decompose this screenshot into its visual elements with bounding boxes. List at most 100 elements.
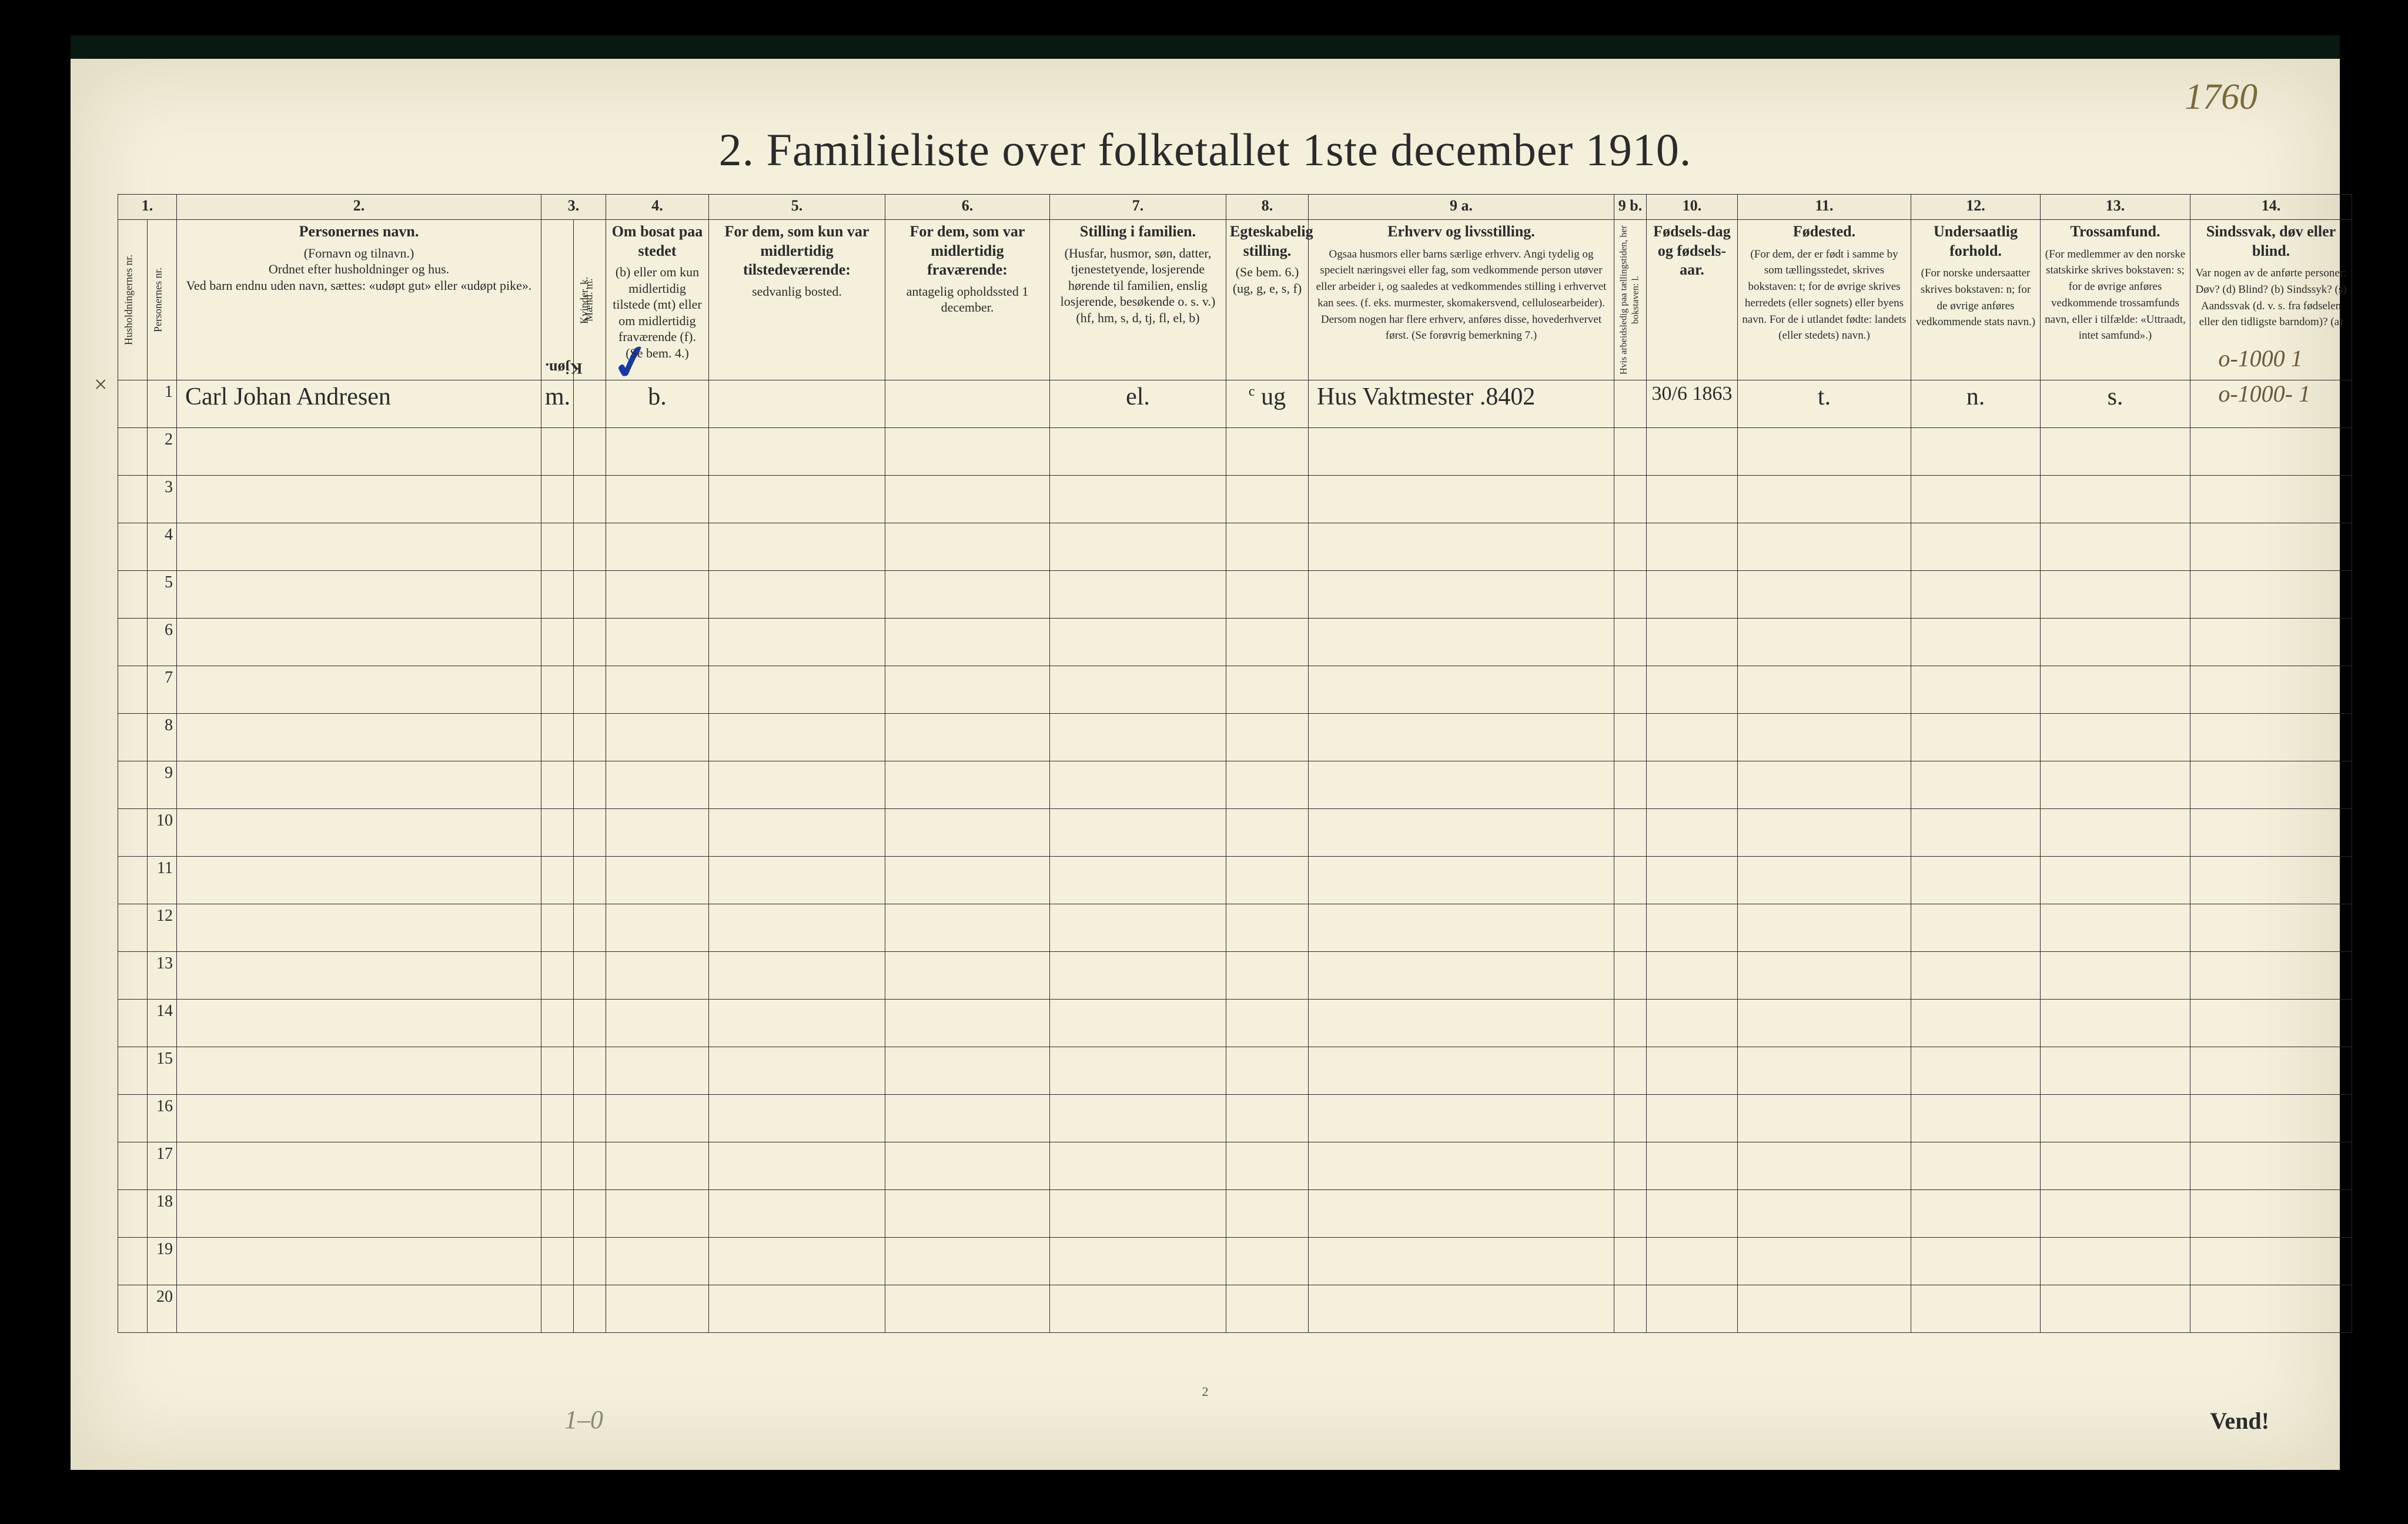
empty-cell (1050, 1047, 1226, 1095)
hdr-sex-k: Kvinder. k. (574, 220, 606, 380)
empty-cell (2041, 1047, 2190, 1095)
cell-c8: c ug (1226, 380, 1309, 428)
empty-cell (606, 571, 709, 619)
empty-cell (885, 523, 1050, 571)
empty-cell (606, 952, 709, 1000)
empty-cell (1614, 619, 1647, 666)
empty-cell (574, 1095, 606, 1142)
empty-cell (1226, 1047, 1309, 1095)
empty-cell (1309, 1142, 1614, 1190)
page-fold-mark: 2 (1202, 1384, 1209, 1399)
empty-cell (574, 619, 606, 666)
empty-cell: 9 (148, 761, 177, 809)
cell-sex-k (574, 380, 606, 428)
empty-cell (118, 904, 148, 952)
empty-cell (2190, 714, 2352, 761)
empty-cell (177, 1047, 541, 1095)
hdr-c12: Undersaatlig forhold. (For norske unders… (1911, 220, 2041, 380)
empty-cell (1614, 1047, 1647, 1095)
empty-cell (709, 1095, 885, 1142)
empty-cell (1738, 1285, 1911, 1333)
empty-cell (2041, 619, 2190, 666)
empty-cell (177, 1000, 541, 1047)
empty-cell (177, 619, 541, 666)
empty-cell (1050, 571, 1226, 619)
cell-c10: 30/6 1863 (1647, 380, 1738, 428)
empty-cell (1738, 761, 1911, 809)
empty-cell (1911, 1000, 2041, 1047)
empty-cell (885, 476, 1050, 523)
empty-cell (574, 1190, 606, 1238)
colnum-9b: 9 b. (1614, 195, 1647, 220)
colnum-1: 1. (118, 195, 177, 220)
empty-cell (709, 523, 885, 571)
empty-cell (1614, 523, 1647, 571)
empty-cell (574, 857, 606, 904)
empty-cell (885, 761, 1050, 809)
empty-cell (2190, 1190, 2352, 1238)
empty-cell: 11 (148, 857, 177, 904)
empty-cell (1738, 1047, 1911, 1095)
empty-cell (1309, 714, 1614, 761)
empty-cell: 14 (148, 1000, 177, 1047)
empty-cell: 19 (148, 1238, 177, 1285)
empty-cell (1309, 809, 1614, 857)
hdr-bosat-title: Om bosat paa stedet (610, 222, 705, 260)
empty-cell (574, 1000, 606, 1047)
empty-cell (1614, 1000, 1647, 1047)
empty-cell (1050, 714, 1226, 761)
empty-cell (1226, 809, 1309, 857)
column-number-row: 1. 2. 3. 4. 5. 6. 7. 8. 9 a. 9 b. 10. 11… (118, 195, 2352, 220)
empty-cell (2190, 619, 2352, 666)
empty-cell: 2 (148, 428, 177, 476)
empty-cell (1911, 1047, 2041, 1095)
hdr-c8: Egteskabelig stilling. (Se bem. 6.) (ug,… (1226, 220, 1309, 380)
empty-cell (1614, 904, 1647, 952)
empty-cell (2190, 1047, 2352, 1095)
colnum-10: 10. (1647, 195, 1738, 220)
empty-cell: 13 (148, 952, 177, 1000)
empty-cell (1050, 619, 1226, 666)
empty-cell (1226, 761, 1309, 809)
empty-cell (1647, 857, 1738, 904)
empty-cell (885, 1095, 1050, 1142)
empty-cell (1647, 1190, 1738, 1238)
empty-cell (885, 1000, 1050, 1047)
colnum-3: 3. (541, 195, 606, 220)
empty-cell (1738, 428, 1911, 476)
empty-cell (885, 1285, 1050, 1333)
empty-cell (1738, 857, 1911, 904)
empty-cell (709, 428, 885, 476)
empty-cell (1050, 904, 1226, 952)
table-row: 18 (118, 1190, 2352, 1238)
hdr-c6-title: For dem, som var midlertidig fraværende: (889, 222, 1046, 280)
empty-cell (1614, 952, 1647, 1000)
empty-cell (2190, 952, 2352, 1000)
cell-c5 (709, 380, 885, 428)
hdr-name-body: (Fornavn og tilnavn.) Ordnet efter husho… (186, 246, 532, 293)
empty-cell (2190, 904, 2352, 952)
empty-cell (1309, 904, 1614, 952)
colnum-7: 7. (1050, 195, 1226, 220)
table-row: 6 (118, 619, 2352, 666)
empty-cell (885, 428, 1050, 476)
hdr-c8-body: (Se bem. 6.) (ug, g, e, s, f) (1233, 265, 1302, 296)
empty-cell: 17 (148, 1142, 177, 1190)
empty-cell (606, 476, 709, 523)
empty-cell (709, 666, 885, 714)
page-number-handwritten: 1760 (2185, 76, 2258, 118)
empty-cell: 10 (148, 809, 177, 857)
colnum-9a: 9 a. (1309, 195, 1614, 220)
empty-cell (1050, 1095, 1226, 1142)
empty-cell (1647, 952, 1738, 1000)
empty-cell (709, 857, 885, 904)
empty-cell (2041, 1238, 2190, 1285)
empty-cell (1614, 809, 1647, 857)
table-row: 10 (118, 809, 2352, 857)
empty-cell (1738, 476, 1911, 523)
empty-cell (1647, 523, 1738, 571)
empty-cell (1226, 1238, 1309, 1285)
empty-cell (574, 1142, 606, 1190)
empty-cell (1309, 857, 1614, 904)
empty-cell (1911, 904, 2041, 952)
